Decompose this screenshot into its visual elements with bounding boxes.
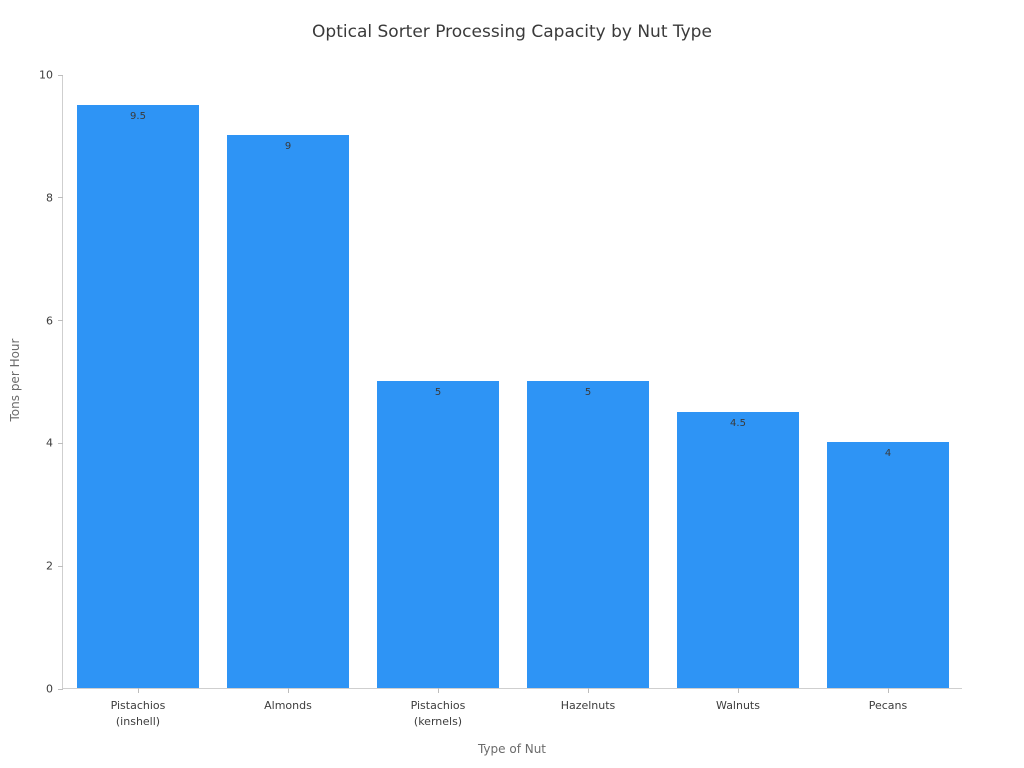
bar-value-label: 9 <box>284 141 292 153</box>
x-axis-tick <box>737 688 739 693</box>
y-axis-tick <box>58 320 63 322</box>
y-axis-tick-label: 10 <box>39 68 53 82</box>
x-axis-tick-label: Almonds <box>264 699 312 712</box>
y-axis-tick <box>58 442 63 444</box>
x-axis-tick <box>437 688 439 693</box>
bar-value-label: 4 <box>884 448 892 460</box>
bar-value-label: 9.5 <box>130 110 146 122</box>
x-axis-title: Type of Nut <box>477 742 547 756</box>
y-axis-tick-label: 6 <box>46 314 53 328</box>
bar: 9.5 <box>77 104 199 688</box>
bar: 4 <box>827 442 949 688</box>
bar: 5 <box>377 381 499 688</box>
y-axis-tick-label: 4 <box>46 436 53 450</box>
x-axis-tick <box>137 688 139 693</box>
plot-area: 0 2 4 6 8 10 9.5 Pistachios (inshell) 9 Almonds 5 P… <box>39 69 962 728</box>
y-axis-tick <box>58 74 63 76</box>
y-axis-tick-label: 0 <box>46 682 53 696</box>
y-axis-tick <box>58 565 63 567</box>
y-axis-title: Tons per Hour <box>8 338 22 422</box>
x-axis-tick <box>287 688 289 693</box>
x-axis-tick-label: Hazelnuts <box>560 699 616 712</box>
y-axis-tick <box>58 688 63 690</box>
bar: 5 <box>527 381 649 688</box>
x-axis-tick-label: Walnuts <box>716 699 760 712</box>
y-axis-tick-label: 2 <box>46 559 53 573</box>
y-axis-tick <box>58 197 63 199</box>
x-axis-tick <box>887 688 889 693</box>
bar-value-label: 5 <box>584 387 592 398</box>
bar: 4.5 <box>677 411 799 688</box>
bar: 9 <box>227 135 349 688</box>
y-axis-tick-label: 8 <box>46 191 53 205</box>
x-axis-tick-label: Pistachios (inshell) <box>110 699 166 728</box>
chart-title: Optical Sorter Processing Capacity by Nu… <box>312 22 712 42</box>
x-axis-tick-label: Pistachios (kernels) <box>410 699 466 728</box>
x-axis-tick <box>587 688 589 693</box>
x-axis-tick-label: Pecans <box>868 699 908 712</box>
bar-value-label: 4.5 <box>730 417 746 429</box>
bar-value-label: 5 <box>434 387 442 398</box>
